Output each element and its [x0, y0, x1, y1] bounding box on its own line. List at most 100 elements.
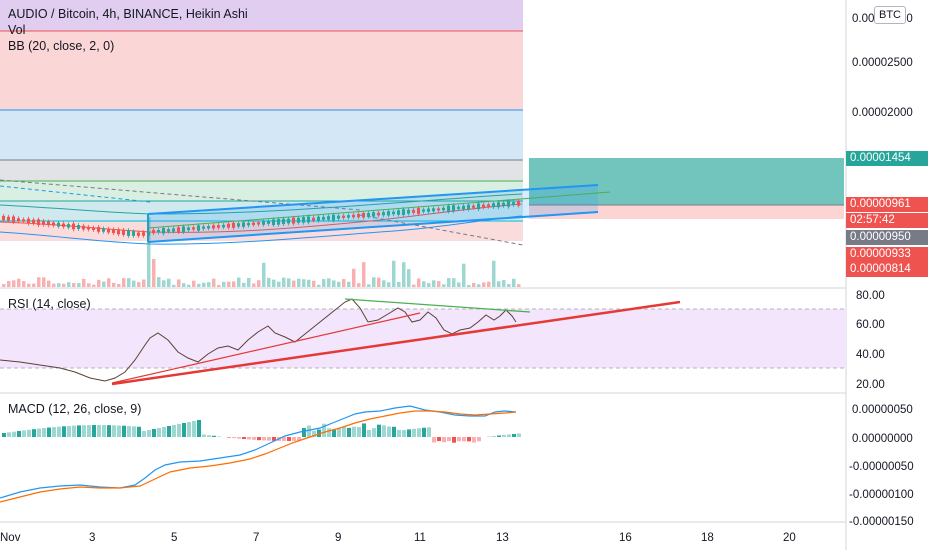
fib-zone-red [0, 31, 523, 110]
fib-zone-gray [0, 160, 523, 181]
volume-bar [462, 263, 466, 287]
histogram-bar [237, 437, 241, 439]
vol-legend[interactable]: Vol [8, 23, 26, 37]
histogram-bar [307, 425, 311, 437]
volume-bar [7, 280, 11, 287]
volume-bar [427, 283, 431, 287]
fib-zone-blue [0, 110, 523, 160]
price-pane[interactable] [0, 0, 844, 287]
histogram-bar [367, 429, 371, 437]
volume-bar [37, 277, 41, 287]
volume-bar [292, 280, 296, 287]
volume-bar [497, 281, 501, 287]
long-position-stop[interactable] [529, 205, 844, 219]
macd-histogram [2, 420, 521, 443]
volume-bar [297, 278, 301, 287]
histogram-bar [72, 425, 76, 437]
histogram-bar [182, 423, 186, 437]
volume-bar [212, 278, 216, 287]
histogram-bar [462, 437, 466, 442]
histogram-bar [42, 428, 46, 437]
volume-bar [42, 277, 46, 287]
volume-bar [247, 277, 251, 287]
histogram-bar [297, 437, 301, 441]
macd-legend[interactable]: MACD (12, 26, close, 9) [8, 402, 142, 416]
volume-bar [27, 283, 31, 287]
histogram-bar [232, 437, 236, 439]
rsi-support-trendline[interactable] [111, 300, 681, 386]
histogram-bar [392, 426, 396, 437]
time-tick: 13 [496, 532, 509, 544]
histogram-bar [372, 428, 376, 437]
histogram-bar [22, 430, 26, 437]
volume-bar [117, 283, 121, 287]
histogram-bar [202, 434, 206, 437]
volume-bar [252, 283, 256, 287]
histogram-bar [212, 435, 216, 437]
histogram-bar [512, 434, 516, 437]
volume-bar [232, 281, 236, 287]
volume-bar [52, 283, 56, 287]
histogram-bar [37, 428, 41, 437]
time-axis[interactable]: Nov 3 5 7 9 11 13 16 18 20 [0, 532, 796, 544]
volume-bar [407, 269, 411, 287]
histogram-bar [312, 430, 316, 437]
histogram-bar [87, 425, 91, 437]
volume-bar [177, 279, 181, 287]
histogram-bar [247, 437, 251, 440]
macd-pane[interactable] [0, 405, 521, 503]
histogram-bar [62, 426, 66, 437]
histogram-bar [347, 427, 351, 437]
macd-tick: 0.00000000 [852, 433, 913, 445]
volume-bar [137, 282, 141, 287]
volume-bar [347, 281, 351, 287]
volume-bar [332, 280, 336, 287]
time-tick: 18 [701, 532, 714, 544]
rsi-tick: 20.00 [856, 379, 885, 391]
long-position-target[interactable] [529, 158, 844, 205]
price-tag-entry: 0.00000950 [846, 230, 928, 245]
time-tick: 3 [89, 532, 95, 544]
volume-bar [267, 277, 271, 287]
volume-bar [432, 280, 436, 287]
volume-bar [392, 260, 396, 287]
price-tag-target: 0.00001454 [846, 151, 928, 166]
price-tag-stop: 0.00000814 [846, 262, 928, 277]
volume-bar [262, 262, 266, 287]
volume-bar [242, 282, 246, 287]
signal-line [0, 410, 517, 503]
histogram-bar [162, 427, 166, 437]
histogram-bar [102, 425, 106, 437]
histogram-bar [292, 437, 296, 441]
rsi-pane[interactable] [0, 298, 846, 386]
volume-bar [127, 278, 131, 287]
volume-bar [222, 281, 226, 287]
volume-bar [487, 281, 491, 287]
volume-bar [227, 281, 231, 287]
volume-bar [187, 284, 191, 287]
volume-bar [132, 280, 136, 287]
histogram-bar [467, 437, 471, 442]
histogram-bar [427, 427, 431, 437]
symbol-legend[interactable]: AUDIO / Bitcoin, 4h, BINANCE, Heikin Ash… [8, 7, 248, 21]
bb-legend[interactable]: BB (20, close, 2, 0) [8, 39, 115, 53]
histogram-bar [322, 423, 326, 437]
histogram-bar [187, 422, 191, 437]
currency-badge[interactable]: BTC [874, 6, 906, 24]
volume-bar [32, 283, 36, 287]
volume-bar [87, 283, 91, 287]
price-tick: 0.00002500 [852, 57, 913, 69]
volume-bar [452, 278, 456, 287]
price-tick: 0.00002000 [852, 107, 913, 119]
volume-bar [337, 281, 341, 287]
histogram-bar [112, 425, 116, 437]
macd-tick: -0.00000050 [849, 461, 914, 473]
volume-bar [257, 280, 261, 287]
histogram-bar [57, 426, 61, 437]
volume-bar [457, 282, 461, 287]
volume-bar [92, 284, 96, 287]
histogram-bar [267, 437, 271, 441]
volume-bar [482, 282, 486, 287]
rsi-legend[interactable]: RSI (14, close) [8, 297, 91, 311]
